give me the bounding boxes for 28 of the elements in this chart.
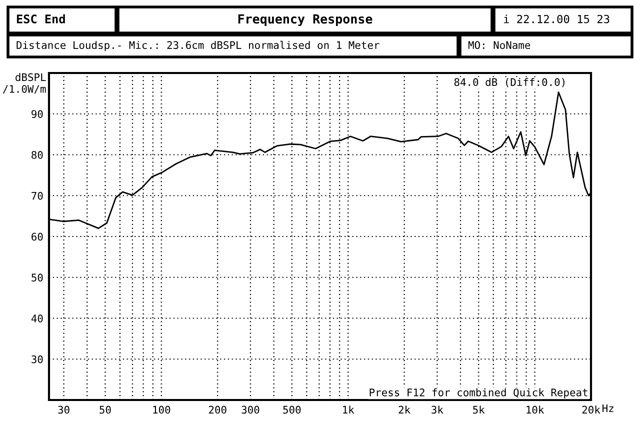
chart-subtitle: Distance Loudsp.- Mic.: 23.6cm dBSPL normalised on 1 Meter <box>16 40 380 52</box>
chart-title: Frequency Response <box>238 14 372 26</box>
x-tick-label: 2k <box>398 406 410 414</box>
y-tick-label: 30 <box>32 355 43 364</box>
y-tick-label: 80 <box>32 151 43 159</box>
x-tick-label: 100 <box>153 406 170 414</box>
x-tick-label: 5k <box>473 406 485 414</box>
x-tick-label: 300 <box>242 406 260 414</box>
text: MO: NoName <box>468 41 530 50</box>
annotation: Press F12 for combined Quick Repeat <box>370 388 588 398</box>
x-axis-title: Hz <box>602 404 614 412</box>
x-tick-label: 20k <box>582 406 600 414</box>
x-tick-label: 3k <box>432 406 444 414</box>
text: ESC End <box>16 14 65 24</box>
x-tick-label: 1k <box>343 406 354 414</box>
y-tick-label: 50 <box>32 274 43 282</box>
annotation: 84.0 dB (Diff:0.0) <box>454 78 564 88</box>
y-tick-label: 40 <box>31 314 43 322</box>
x-tick-label: 30 <box>58 406 70 414</box>
x-tick-label: 500 <box>283 406 301 414</box>
y-tick-label: 90 <box>32 110 43 118</box>
x-tick-label: 50 <box>100 406 111 414</box>
x-tick-label: 200 <box>208 406 226 414</box>
x-tick-label: 10k <box>526 406 544 414</box>
y-axis-title: dBSPL /1.0W/m <box>2 73 46 94</box>
text: i 22.12.00 15 23 <box>504 14 610 24</box>
y-tick-label: 60 <box>32 232 43 241</box>
y-tick-label: 70 <box>32 192 43 200</box>
